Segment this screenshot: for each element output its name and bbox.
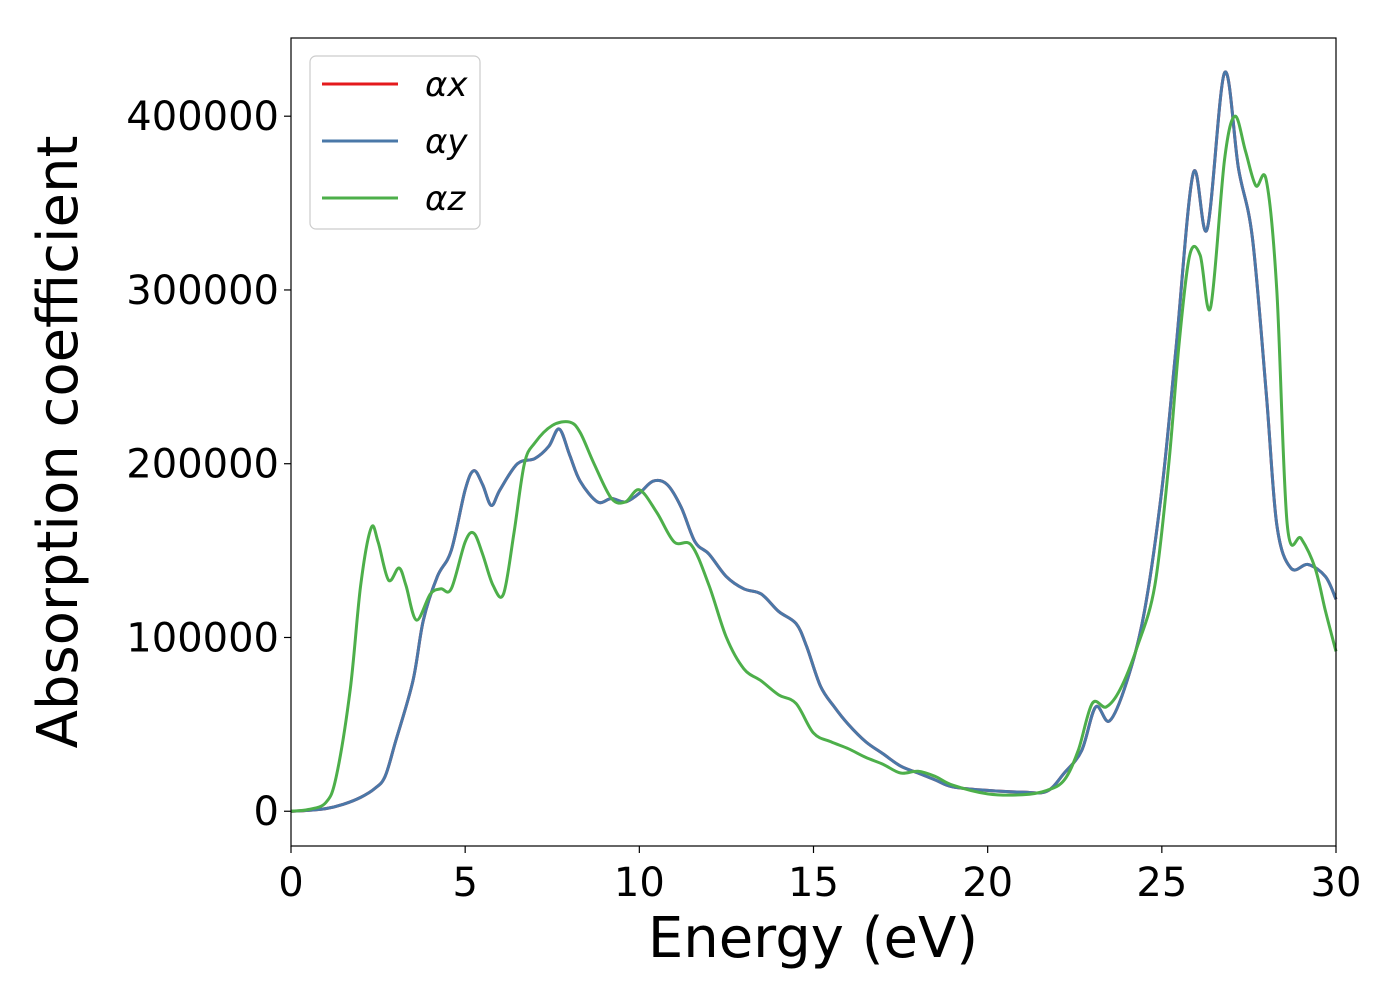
x-tick-label: 0 [278, 860, 303, 906]
x-tick-label: 10 [614, 860, 665, 906]
x-tick-label: 15 [788, 860, 839, 906]
series-line-3 [290, 114, 1338, 813]
y-tick-label: 300000 [126, 268, 279, 314]
x-axis-ticks: 0 5 10 15 20 25 30 [278, 846, 1361, 906]
x-axis-label: Energy (eV) [648, 906, 978, 971]
series-layer [290, 70, 1338, 813]
x-tick-label: 25 [1136, 860, 1187, 906]
series-line-2 [290, 70, 1338, 813]
y-tick-label: 200000 [126, 442, 279, 488]
y-tick-label: 100000 [126, 615, 279, 661]
x-tick-label: 5 [452, 860, 477, 906]
x-tick-label: 20 [962, 860, 1013, 906]
y-tick-label: 400000 [126, 94, 279, 140]
x-tick-label: 30 [1311, 860, 1362, 906]
y-axis-label: Absorption coefficient [26, 136, 91, 749]
legend: αx αy αz [309, 55, 481, 230]
legend-label: αy [425, 122, 468, 162]
legend-label: αx [425, 65, 468, 105]
y-axis-ticks: 0 100000 200000 300000 400000 [126, 94, 291, 835]
y-tick-label: 0 [254, 789, 279, 835]
legend-label: αz [425, 179, 466, 219]
